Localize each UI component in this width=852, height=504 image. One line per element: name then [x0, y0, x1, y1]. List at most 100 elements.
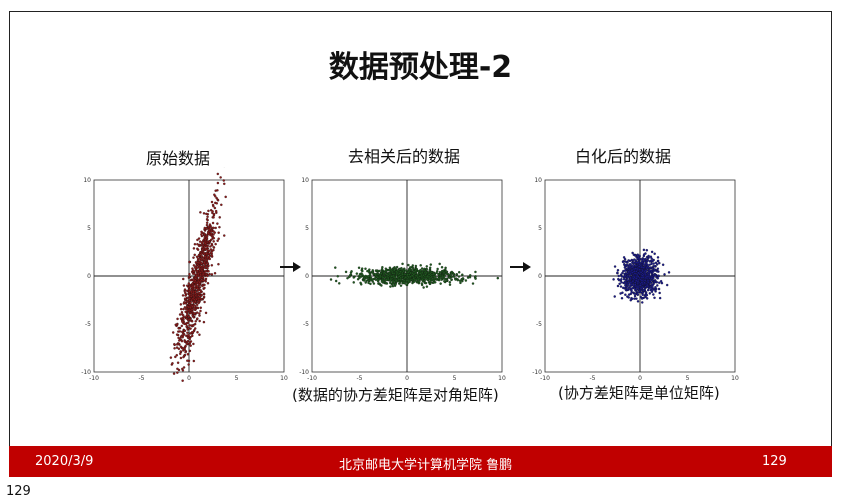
scatter-point: [395, 265, 399, 269]
scatter-point: [393, 269, 396, 272]
scatter-point: [633, 294, 637, 298]
scatter-point: [445, 270, 448, 273]
scatter-point: [181, 379, 184, 382]
scatter-point: [186, 313, 189, 317]
scatter-point: [197, 301, 200, 305]
scatter-point: [181, 320, 184, 323]
scatter-point: [435, 271, 438, 275]
scatter-point: [344, 270, 348, 274]
scatter-point: [177, 368, 181, 372]
scatter-point: [468, 274, 472, 277]
scatter-point: [432, 277, 436, 281]
scatter-point: [632, 261, 635, 264]
scatter-point: [200, 293, 203, 297]
scatter-point: [634, 267, 638, 270]
scatter-point: [201, 246, 204, 249]
scatter-point: [425, 268, 428, 271]
scatter-point: [188, 303, 191, 306]
scatter-point: [457, 275, 461, 278]
scatter-point: [212, 248, 215, 252]
scatter-point: [182, 284, 186, 287]
scatter-point: [425, 265, 429, 268]
scatter-point: [206, 274, 209, 278]
scatter-point: [208, 272, 211, 276]
scatter-point: [201, 248, 204, 252]
scatter-point: [350, 270, 353, 273]
scatter-point: [207, 209, 210, 213]
scatter-point: [631, 297, 634, 301]
scatter-point: [192, 269, 196, 273]
scatter-point: [634, 264, 637, 267]
scatter-point: [418, 275, 422, 278]
scatter-point: [624, 293, 627, 296]
scatter-point: [197, 244, 201, 248]
footer-page-number: 129: [762, 454, 787, 469]
scatter-point: [211, 221, 215, 225]
footer-date: 2020/3/9: [35, 454, 94, 469]
scatter-point: [205, 217, 209, 221]
scatter-point: [652, 276, 655, 280]
x-tick-label: 5: [453, 375, 457, 382]
scatter-point: [204, 311, 208, 315]
scatter-point: [644, 285, 648, 288]
scatter-point: [629, 281, 632, 285]
scatter-point: [191, 314, 194, 317]
scatter-point: [393, 276, 397, 279]
scatter-point: [641, 291, 645, 294]
scatter-point: [183, 291, 187, 295]
scatter-point: [193, 253, 196, 257]
scatter-point: [336, 274, 339, 278]
scatter-point: [204, 242, 207, 245]
scatter-point: [374, 269, 378, 272]
plot-title-raw: 原始数据: [145, 149, 210, 168]
scatter-point: [617, 277, 620, 281]
scatter-point: [199, 271, 202, 274]
scatter-point: [630, 283, 634, 286]
scatter-point: [645, 266, 649, 270]
footer-institution: 北京邮电大学计算机学院 鲁鹏: [339, 458, 513, 473]
scatter-point: [193, 312, 196, 315]
scatter-point: [198, 257, 202, 261]
scatter-point: [205, 272, 208, 276]
scatter-point: [369, 279, 372, 282]
scatter-point: [212, 204, 215, 208]
scatter-point: [187, 327, 190, 330]
slide: 数据预处理-2 原始数据 去相关后的数据 白化后的数据 -10 -5 0 5 10 10 5…: [9, 11, 832, 477]
scatter-point: [635, 277, 638, 280]
scatter-point: [346, 276, 349, 280]
scatter-point: [638, 289, 642, 293]
scatter-point: [182, 314, 185, 317]
scatter-point: [171, 362, 174, 365]
x-tick-label: 10: [498, 375, 506, 382]
scatter-point: [391, 272, 395, 275]
scatter-point: [452, 272, 455, 276]
scatter-point: [631, 251, 634, 255]
scatter-point: [632, 263, 635, 266]
scatter-point: [639, 287, 643, 290]
scatter-point: [420, 267, 424, 270]
scatter-point: [202, 320, 206, 324]
scatter-point: [367, 274, 370, 278]
scatter-point: [178, 313, 182, 316]
scatter-point: [651, 288, 654, 292]
scatter-point: [182, 307, 185, 311]
scatter-point: [646, 279, 650, 283]
scatter-point: [645, 274, 649, 278]
scatter-point: [627, 265, 631, 269]
scatter-point: [640, 276, 644, 279]
scatter-point: [616, 268, 620, 272]
scatter-point: [651, 267, 654, 270]
x-tick-label: 0: [187, 375, 191, 382]
scatter-point: [192, 256, 195, 259]
scatter-point: [202, 212, 206, 215]
scatter-point: [656, 284, 659, 287]
scatter-point: [407, 270, 410, 274]
x-tick-label: -5: [139, 375, 145, 382]
scatter-point: [187, 282, 191, 285]
scatter-point: [405, 283, 408, 286]
scatter-point: [440, 278, 443, 281]
scatter-point: [214, 242, 217, 246]
scatter-point: [192, 301, 196, 304]
scatter-point: [422, 286, 425, 289]
scatter-point: [357, 266, 361, 270]
